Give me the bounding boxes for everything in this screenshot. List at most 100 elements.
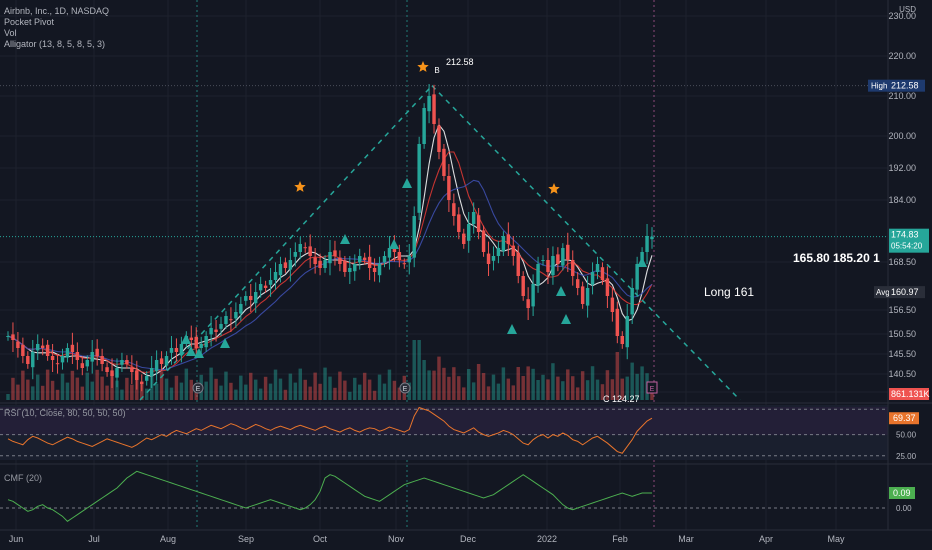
candle-body — [224, 316, 228, 324]
cmf-value: 0.09 — [893, 488, 911, 498]
indicator-pocket-pivot[interactable]: Pocket Pivot — [4, 17, 55, 27]
candle-body — [169, 348, 174, 353]
volume-bar — [511, 385, 516, 400]
candle-body — [135, 370, 139, 380]
volume-bar — [590, 366, 595, 400]
volume-bar — [536, 380, 540, 400]
candle-body — [288, 260, 293, 270]
volume-bar — [392, 380, 397, 400]
pocket-pivot-triangle — [181, 334, 191, 344]
high-value-tag: 212.58 — [891, 81, 919, 91]
volume-bar — [75, 377, 80, 400]
candle-body — [323, 260, 327, 268]
volume-bar — [229, 382, 233, 400]
month-label: Mar — [678, 534, 694, 544]
volume-bar — [367, 379, 372, 400]
candles — [6, 84, 654, 392]
price-tick-label: 145.50 — [888, 349, 916, 359]
cmf-pane: 0.00 0.09 — [0, 470, 915, 522]
peak-marker-label: B — [434, 66, 439, 75]
candle-body — [387, 248, 392, 258]
rsi-legend[interactable]: RSI (10, Close, 80, 50, 50, 50) — [4, 408, 126, 418]
volume-bar — [566, 369, 570, 400]
volume-bar — [298, 368, 302, 400]
candle-body — [199, 344, 203, 348]
month-label: 2022 — [537, 534, 557, 544]
candle-body — [650, 236, 654, 240]
candle-body — [452, 203, 456, 216]
candle-body — [551, 256, 555, 276]
candle-body — [144, 376, 149, 381]
symbol-title[interactable]: Airbnb, Inc., 1D, NASDAQ — [4, 6, 110, 16]
candle-body — [36, 344, 40, 351]
volume-bar — [620, 378, 624, 400]
month-label: Sep — [238, 534, 254, 544]
signal-markers: 212.58 B C 124.27 E E E — [181, 57, 658, 404]
avg-label-bg — [874, 286, 890, 299]
volume-bar — [333, 387, 337, 400]
volume-bar — [293, 382, 298, 400]
volume-bar — [125, 377, 129, 400]
candle-body — [16, 341, 20, 348]
volume-bar — [303, 379, 307, 400]
volume-bar — [551, 363, 555, 400]
candle-body — [511, 245, 516, 256]
candle-body — [115, 368, 119, 378]
rsi-line — [7, 406, 653, 454]
volume-bar — [234, 389, 238, 400]
volume-bar — [26, 379, 30, 400]
volume-bar — [80, 386, 85, 400]
chart-legend: Airbnb, Inc., 1D, NASDAQ Pocket Pivot Vo… — [4, 6, 109, 50]
volume-bar — [397, 387, 402, 400]
candle-body — [496, 248, 501, 256]
rsi-value: 69.37 — [893, 413, 916, 423]
candle-body — [338, 257, 342, 264]
cmf-tick: 0.00 — [896, 504, 912, 513]
candle-body — [630, 288, 634, 315]
volume-bar — [615, 352, 620, 400]
candle-body — [526, 299, 530, 308]
volume-bar — [11, 377, 15, 400]
candle-body — [333, 250, 337, 256]
candle-body — [308, 246, 312, 256]
indicator-vol[interactable]: Vol — [4, 28, 17, 38]
candle-body — [462, 233, 466, 244]
indicator-alligator[interactable]: Alligator (13, 8, 5, 8, 5, 3) — [4, 39, 106, 49]
candle-body — [422, 108, 426, 144]
volume-bar — [630, 362, 634, 400]
candle-body — [610, 297, 615, 312]
volume-bar — [481, 373, 486, 400]
star-marker — [548, 183, 560, 194]
candle-body — [501, 236, 506, 252]
volume-bar — [239, 375, 243, 400]
volume-bar — [189, 379, 194, 400]
candle-body — [293, 252, 298, 257]
candle-body — [80, 363, 85, 368]
price-tick-label: 140.50 — [888, 369, 916, 379]
candle-body — [348, 268, 352, 272]
volume-bar — [144, 388, 149, 400]
volume-bar — [40, 385, 45, 400]
cmf-legend[interactable]: CMF (20) — [4, 473, 42, 483]
candle-body — [75, 352, 80, 360]
candle-body — [55, 363, 60, 365]
volume-bar — [546, 379, 550, 400]
candle-body — [209, 328, 213, 335]
volume-bar — [466, 369, 471, 400]
candle-body — [11, 334, 15, 340]
price-tick-label: 200.00 — [888, 131, 916, 141]
candle-body — [50, 356, 55, 360]
volume-bar — [6, 394, 10, 400]
levels-note: 165.80 185.20 1 — [793, 251, 880, 265]
volume-bar — [447, 376, 451, 400]
price-tick-label: 210.00 — [888, 91, 916, 101]
candle-body — [214, 329, 218, 332]
trend-lines — [139, 85, 741, 401]
candle-body — [90, 352, 94, 362]
candle-body — [174, 348, 179, 352]
price-tick-label: 230.00 — [888, 11, 916, 21]
pocket-pivot-triangle — [507, 324, 517, 334]
candle-body — [65, 348, 70, 358]
